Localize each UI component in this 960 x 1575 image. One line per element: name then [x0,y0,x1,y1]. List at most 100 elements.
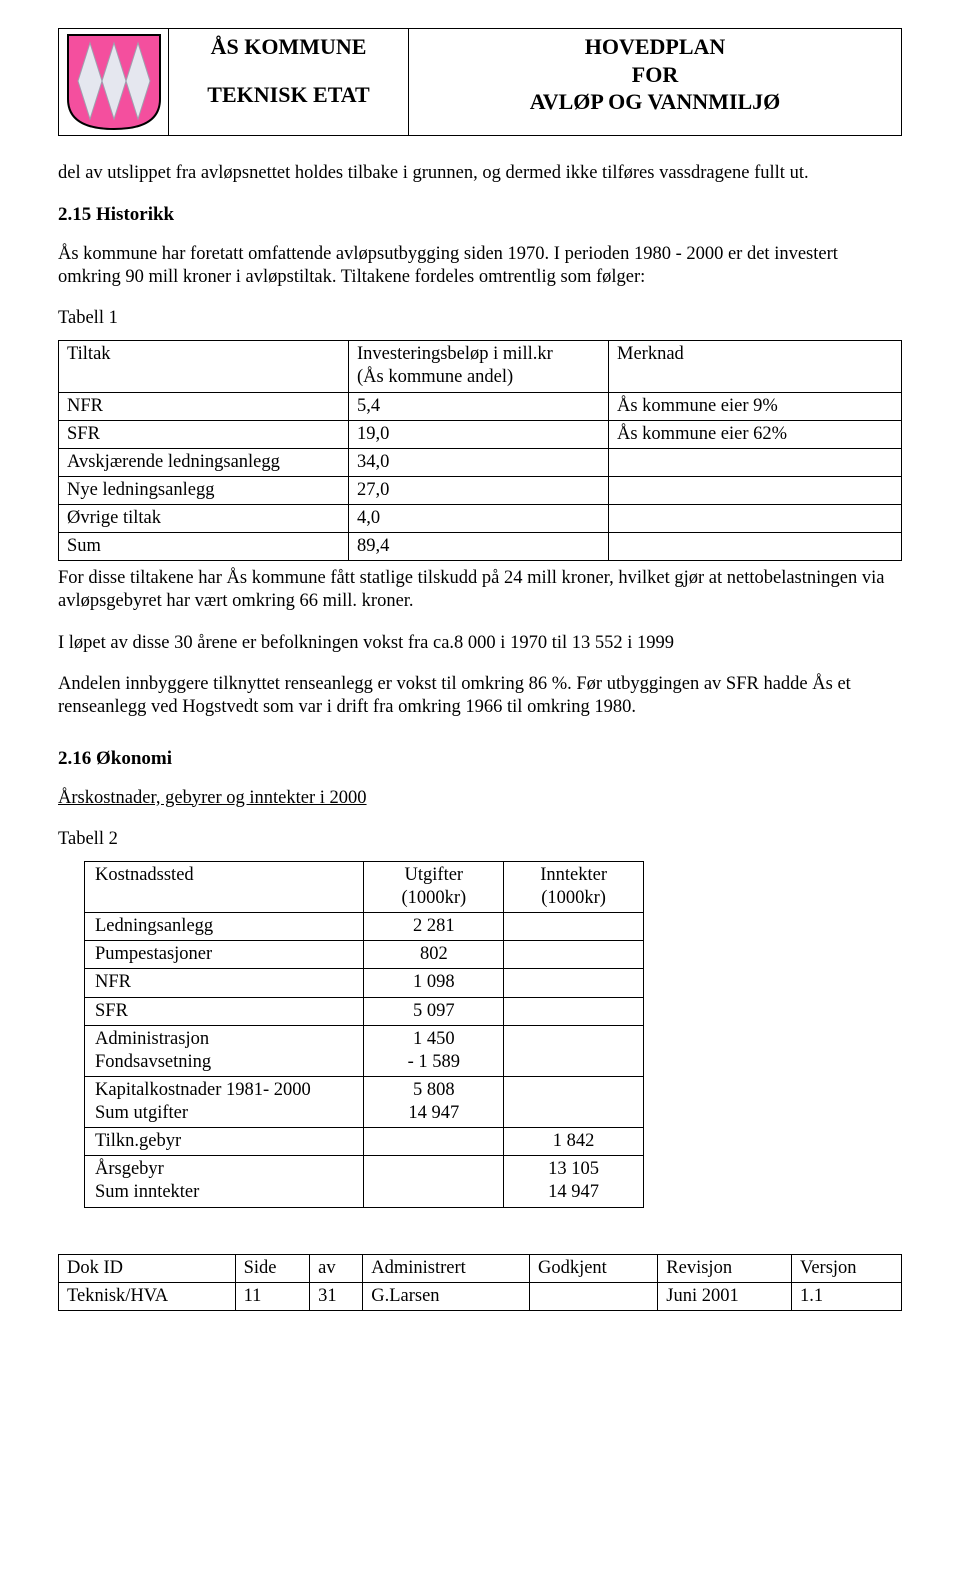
table-row: SFR19,0Ås kommune eier 62% [59,420,902,448]
footer-header-cell: Dok ID [59,1254,236,1282]
table-cell-kostnadssted: NFR [85,969,364,997]
table-cell-merknad: Ås kommune eier 9% [609,392,902,420]
table-cell-merknad [609,505,902,533]
paragraph-history: Ås kommune har foretatt omfattende avløp… [58,243,902,289]
table-cell-kostnadssted: Kapitalkostnader 1981- 2000Sum utgifter [85,1076,364,1127]
table-cell-inntekter: 1 842 [504,1128,644,1156]
table-row: NFR5,4Ås kommune eier 9% [59,392,902,420]
table-header-utgifter-l2: (1000kr) [401,888,466,908]
table-row: Ledningsanlegg2 281 [85,913,644,941]
footer-header-cell: Revisjon [658,1254,792,1282]
table-row: Øvrige tiltak4,0 [59,505,902,533]
table-row: Pumpestasjoner802 [85,941,644,969]
table-header-utgifter: Utgifter (1000kr) [364,861,504,912]
header-title: HOVEDPLAN FOR AVLØP OG VANNMILJØ [409,29,902,136]
table-cell-inntekter [504,913,644,941]
table-cell-tiltak: Øvrige tiltak [59,505,349,533]
table-header-merknad: Merknad [609,341,902,392]
header-title-line1: HOVEDPLAN [415,33,895,61]
footer-value-cell: 31 [310,1282,363,1310]
table-cell-kostnadssted: Pumpestasjoner [85,941,364,969]
table-cell-tiltak: Nye ledningsanlegg [59,476,349,504]
table-cell-tiltak: SFR [59,420,349,448]
table-cell-invest: 19,0 [349,420,609,448]
table-cell-invest: 34,0 [349,448,609,476]
table-cell-merknad: Ås kommune eier 62% [609,420,902,448]
table-row: Avskjærende ledningsanlegg34,0 [59,448,902,476]
table-cell-utgifter: 802 [364,941,504,969]
header-org-line1: ÅS KOMMUNE [175,33,402,61]
table-cell-utgifter: 1 098 [364,969,504,997]
table-cell-utgifter: 5 80814 947 [364,1076,504,1127]
table-header-invest-l2: (Ås kommune andel) [357,367,513,387]
table-row: SFR5 097 [85,997,644,1025]
table-cell-invest: 89,4 [349,533,609,561]
header-org: ÅS KOMMUNE TEKNISK ETAT [169,29,409,136]
table-cell-tiltak: NFR [59,392,349,420]
table-cell-merknad [609,448,902,476]
table-row: Sum89,4 [59,533,902,561]
table-cell-invest: 4,0 [349,505,609,533]
paragraph-renseanlegg: Andelen innbyggere tilknyttet renseanleg… [58,673,902,719]
header-org-line2: TEKNISK ETAT [175,81,402,109]
table-header-inntekter: Inntekter (1000kr) [504,861,644,912]
table-header-invest-l1: Investeringsbeløp i mill.kr [357,344,553,364]
footer-header-cell: Godkjent [529,1254,657,1282]
table-cell-utgifter [364,1128,504,1156]
table-header-inntekter-l1: Inntekter [540,865,607,885]
table-cell-kostnadssted: AdministrasjonFondsavsetning [85,1025,364,1076]
table-cell-tiltak: Avskjærende ledningsanlegg [59,448,349,476]
table-row: Tilkn.gebyr 1 842 [85,1128,644,1156]
paragraph-arskostnader: Årskostnader, gebyrer og inntekter i 200… [58,788,367,808]
table-cell-utgifter: 2 281 [364,913,504,941]
table-header-kostnadssted: Kostnadssted [85,861,364,912]
footer-value-cell [529,1282,657,1310]
table1-label: Tabell 1 [58,307,902,330]
table-kostnader: Kostnadssted Utgifter (1000kr) Inntekter… [84,861,644,1208]
table-row: Tiltak Investeringsbeløp i mill.kr (Ås k… [59,341,902,392]
logo-cell [59,29,169,136]
table-header-invest: Investeringsbeløp i mill.kr (Ås kommune … [349,341,609,392]
footer-header-cell: av [310,1254,363,1282]
footer-value-cell: 11 [235,1282,310,1310]
table-cell-inntekter: 13 10514 947 [504,1156,644,1207]
section-216-heading: 2.16 Økonomi [58,747,902,771]
paragraph-intro: del av utslippet fra avløpsnettet holdes… [58,162,902,185]
table-row: Kapitalkostnader 1981- 2000Sum utgifter5… [85,1076,644,1127]
table-header-inntekter-l2: (1000kr) [541,888,606,908]
table-cell-utgifter: 1 450- 1 589 [364,1025,504,1076]
table-cell-kostnadssted: Ledningsanlegg [85,913,364,941]
table-cell-tiltak: Sum [59,533,349,561]
table-cell-utgifter [364,1156,504,1207]
document-footer: Dok IDSideavAdministrertGodkjentRevisjon… [58,1254,902,1311]
paragraph-befolkning: I løpet av disse 30 årene er befolkninge… [58,632,902,655]
table-row: NFR1 098 [85,969,644,997]
header-title-line2: FOR [415,61,895,89]
table2-label: Tabell 2 [58,828,902,851]
document-header: ÅS KOMMUNE TEKNISK ETAT HOVEDPLAN FOR AV… [58,28,902,136]
section-215-heading: 2.15 Historikk [58,203,902,227]
table-row: Nye ledningsanlegg27,0 [59,476,902,504]
table-header-tiltak: Tiltak [59,341,349,392]
table-cell-utgifter: 5 097 [364,997,504,1025]
table-cell-merknad [609,476,902,504]
table-row: AdministrasjonFondsavsetning1 450- 1 589 [85,1025,644,1076]
table-cell-inntekter [504,997,644,1025]
header-title-line3: AVLØP OG VANNMILJØ [415,88,895,116]
footer-value-cell: Juni 2001 [658,1282,792,1310]
footer-header-cell: Side [235,1254,310,1282]
table-cell-kostnadssted: ÅrsgebyrSum inntekter [85,1156,364,1207]
footer-header-cell: Administrert [363,1254,530,1282]
table-cell-invest: 27,0 [349,476,609,504]
footer-value-cell: 1.1 [792,1282,902,1310]
table-cell-inntekter [504,941,644,969]
table-cell-inntekter [504,969,644,997]
table-tiltak: Tiltak Investeringsbeløp i mill.kr (Ås k… [58,340,902,561]
table-cell-invest: 5,4 [349,392,609,420]
table-row: Teknisk/HVA1131G.LarsenJuni 20011.1 [59,1282,902,1310]
footer-value-cell: Teknisk/HVA [59,1282,236,1310]
table-row: ÅrsgebyrSum inntekter 13 10514 947 [85,1156,644,1207]
paragraph-tilskudd: For disse tiltakene har Ås kommune fått … [58,567,902,613]
table-cell-kostnadssted: Tilkn.gebyr [85,1128,364,1156]
table-row: Kostnadssted Utgifter (1000kr) Inntekter… [85,861,644,912]
